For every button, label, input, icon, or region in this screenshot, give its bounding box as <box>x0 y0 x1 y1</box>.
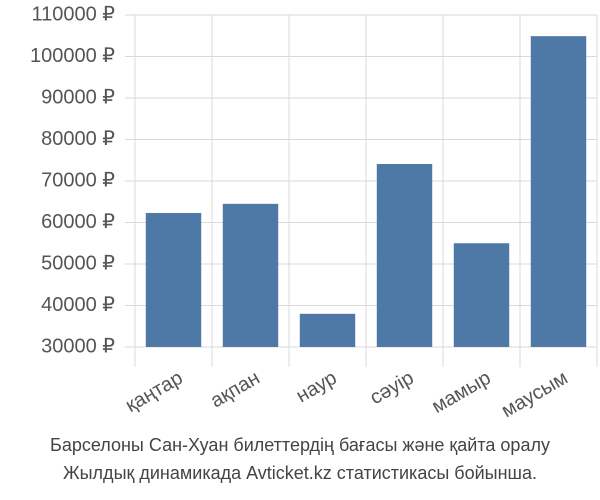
caption-line: Барселоны Сан-Хуан билеттердің бағасы жә… <box>50 435 550 455</box>
bar <box>530 36 587 347</box>
x-tick-label: сәуір <box>366 367 417 409</box>
y-tick-label: 80000 ₽ <box>41 128 115 150</box>
bar <box>453 243 510 347</box>
y-tick-label: 110000 ₽ <box>31 3 115 25</box>
x-tick-label: мамыр <box>428 367 495 418</box>
y-tick-label: 90000 ₽ <box>41 86 115 108</box>
x-tick-label: наур <box>293 367 341 407</box>
y-tick-label: 30000 ₽ <box>41 335 115 357</box>
y-tick-label: 40000 ₽ <box>41 294 115 316</box>
bar <box>145 212 202 347</box>
x-tick-label: ақпан <box>207 367 264 412</box>
y-tick-label: 70000 ₽ <box>41 169 115 191</box>
y-tick-label: 60000 ₽ <box>41 211 115 233</box>
caption-line: Жылдық динамикада Avticket.kz статистика… <box>63 463 537 483</box>
x-tick-label: маусым <box>498 367 572 422</box>
bar <box>376 163 433 347</box>
bar <box>222 203 279 347</box>
bar <box>299 313 356 347</box>
y-tick-label: 50000 ₽ <box>41 252 115 274</box>
x-tick-label: қаңтар <box>122 367 187 417</box>
y-tick-label: 100000 ₽ <box>30 45 115 67</box>
